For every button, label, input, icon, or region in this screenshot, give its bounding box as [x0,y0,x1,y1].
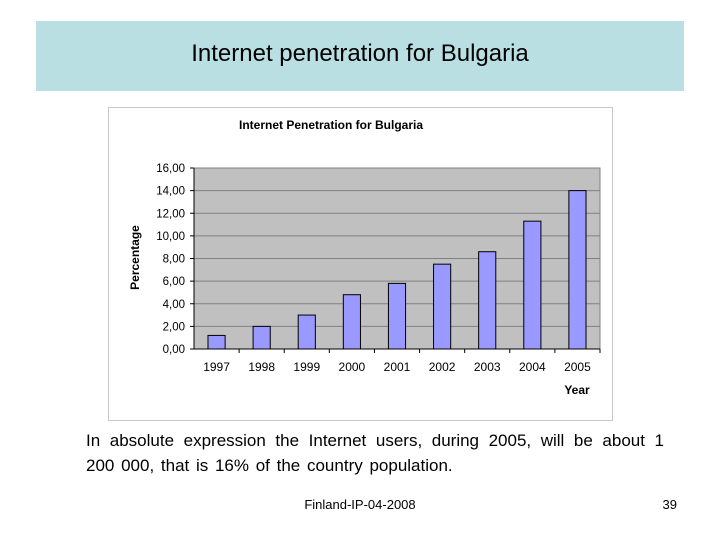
bar-2002 [433,263,452,350]
bar-2004 [523,220,542,350]
bar-2005 [568,190,587,350]
y-tick-label: 16,00 [156,163,185,175]
x-tick-label: 1998 [248,360,275,374]
caption-text: In absolute expression the Internet user… [86,431,664,475]
bar-chart: Internet Penetration for Bulgaria 0,00 2,0… [128,118,601,397]
y-tick-label: 12,00 [156,208,185,220]
title-band: Internet penetration for Bulgaria [36,21,684,91]
slide-title: Internet penetration for Bulgaria [191,40,529,67]
x-tick-label: 2005 [564,360,591,374]
y-axis-title: Percentage [128,225,142,290]
y-tick-label: 14,00 [156,186,185,198]
x-tick-label: 1997 [203,360,230,374]
bar-2003 [478,251,497,350]
y-tick-label: 8,00 [163,254,185,266]
x-tick-label: 2000 [339,360,366,374]
bar-1997 [207,334,226,350]
x-tick-label: 2003 [474,360,501,374]
y-tick-label: 6,00 [163,276,185,288]
x-tick-label: 2002 [429,360,456,374]
bar-1998 [252,325,271,350]
x-axis-title: Year [564,383,590,397]
bar-1999 [297,314,316,350]
chart-title: Internet Penetration for Bulgaria [239,118,423,132]
page-number: 39 [662,497,677,512]
bar-2001 [387,282,407,350]
bar-2000 [342,294,361,350]
y-tick-label: 0,00 [163,344,185,356]
x-tick-label: 2004 [519,360,546,374]
footer-text: Finland-IP-04-2008 [304,497,416,512]
x-tick-label: 1999 [293,360,320,374]
y-tick-label: 4,00 [163,299,185,311]
y-tick-label: 10,00 [156,231,185,243]
chart-container: Internet Penetration for Bulgaria 0,00 2,0… [108,107,613,421]
y-tick-label: 2,00 [163,321,185,333]
x-tick-label: 2001 [384,360,411,374]
